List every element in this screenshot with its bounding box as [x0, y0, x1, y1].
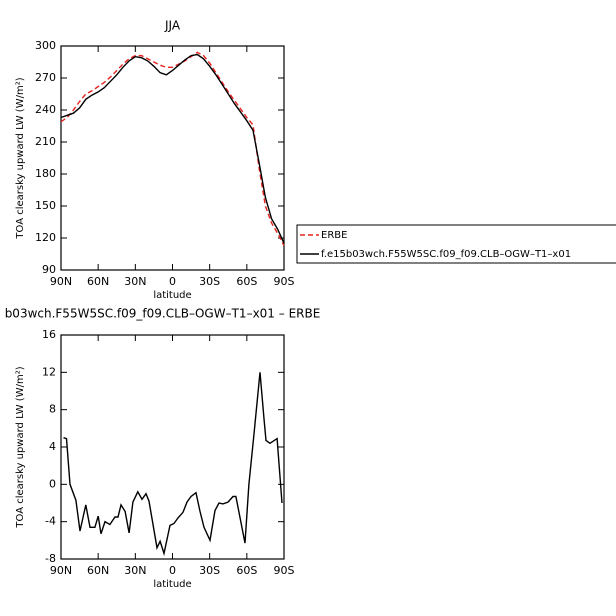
legend-label: f.e15b03wch.F55W5SC.f09_f09.CLB–OGW–T1–x…: [321, 249, 571, 260]
y-tick-label: 0: [49, 477, 56, 490]
y-tick-label: 210: [35, 135, 56, 148]
chart-title: JJA: [164, 19, 181, 33]
x-axis-label: latitude: [153, 290, 191, 301]
x-tick-label: 90N: [50, 275, 72, 288]
y-axis-label: TOA clearsky upward LW (W/m²): [15, 366, 26, 528]
x-tick-label: 0: [169, 564, 176, 577]
x-tick-label: 30S: [199, 275, 220, 288]
x-tick-label: 30S: [199, 564, 220, 577]
data-line: [60, 53, 285, 244]
y-tick-label: -4: [45, 515, 56, 528]
chart-title: b03wch.F55W5SC.f09_f09.CLB–OGW–T1–x01 – …: [5, 307, 321, 321]
y-tick-label: 240: [35, 103, 56, 116]
y-axis-label: TOA clearsky upward LW (W/m²): [15, 77, 26, 239]
x-axis-label: latitude: [153, 579, 191, 590]
x-tick-label: 60N: [87, 275, 109, 288]
x-tick-label: 60S: [236, 275, 257, 288]
data-line: [60, 51, 285, 246]
x-tick-label: 30N: [124, 564, 146, 577]
x-tick-label: 90S: [274, 564, 295, 577]
plot-frame: [60, 45, 285, 271]
y-tick-label: 90: [42, 263, 56, 276]
y-tick-label: 4: [49, 440, 56, 453]
x-tick-label: 60S: [236, 564, 257, 577]
y-tick-label: 8: [49, 403, 56, 416]
x-tick-label: 90S: [274, 275, 295, 288]
x-tick-label: 0: [169, 275, 176, 288]
y-tick-label: 300: [35, 39, 56, 52]
y-tick-label: -8: [45, 552, 56, 565]
y-tick-label: 12: [42, 365, 56, 378]
y-tick-label: 16: [42, 328, 56, 341]
legend-box: [296, 224, 616, 264]
y-tick-label: 150: [35, 199, 56, 212]
x-tick-label: 90N: [50, 564, 72, 577]
plot-frame: [60, 334, 285, 560]
y-tick-label: 120: [35, 231, 56, 244]
data-line: [63, 372, 283, 557]
y-tick-label: 270: [35, 71, 56, 84]
x-tick-label: 30N: [124, 275, 146, 288]
legend-label: ERBE: [321, 230, 347, 241]
x-tick-label: 60N: [87, 564, 109, 577]
y-tick-label: 180: [35, 167, 56, 180]
